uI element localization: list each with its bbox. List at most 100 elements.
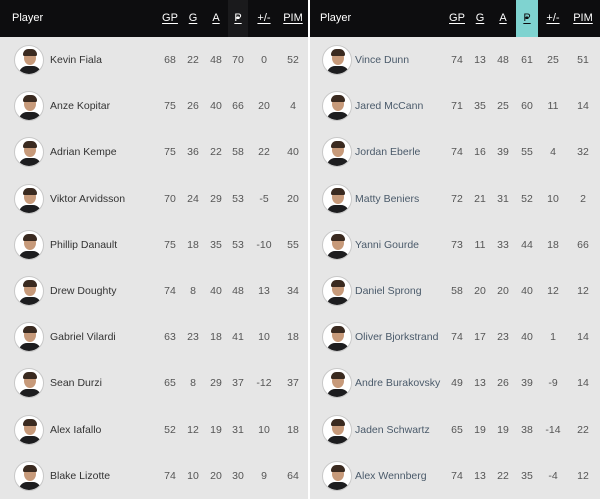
header-pim[interactable]: PIM — [573, 12, 593, 24]
stat-pim: 12 — [577, 469, 589, 482]
stat-gp: 70 — [164, 192, 176, 205]
stat-g: 11 — [474, 238, 486, 251]
header-player[interactable]: Player — [320, 12, 352, 24]
player-avatar — [322, 460, 352, 491]
stat-plus-minus: 13 — [258, 284, 270, 297]
stat-gp: 75 — [164, 146, 176, 159]
player-avatar — [14, 414, 44, 445]
stat-p: 58 — [232, 146, 244, 159]
header-plus-minus[interactable]: +/- — [257, 12, 271, 24]
table-row[interactable]: Adrian Kempe 75 36 22 58 22 40 — [0, 129, 308, 176]
stat-a: 31 — [497, 192, 509, 205]
player-avatar — [14, 45, 44, 75]
header-a[interactable]: A — [499, 12, 507, 24]
stat-a: 18 — [210, 331, 222, 344]
player-name[interactable]: Jaden Schwartz — [355, 423, 430, 436]
table-row[interactable]: Andre Burakovsky 49 13 26 39 -9 14 — [310, 360, 600, 407]
table-row[interactable]: Jaden Schwartz 65 19 19 38 -14 22 — [310, 406, 600, 453]
stat-a: 35 — [210, 238, 222, 251]
stat-g: 23 — [187, 331, 199, 344]
table-row[interactable]: Drew Doughty 74 8 40 48 13 34 — [0, 267, 308, 315]
table-row[interactable]: Vince Dunn 74 13 48 61 25 51 — [310, 37, 600, 84]
player-name[interactable]: Blake Lizotte — [50, 469, 111, 482]
table-row[interactable]: Alex Iafallo 52 12 19 31 10 18 — [0, 406, 308, 453]
table-body: Kevin Fiala 68 22 48 70 0 52 Anze Kopita… — [0, 37, 308, 499]
player-name[interactable]: Kevin Fiala — [50, 54, 102, 66]
stat-p: 44 — [521, 238, 533, 251]
table-row[interactable]: Phillip Danault 75 18 35 53 -10 55 — [0, 221, 308, 268]
table-row[interactable]: Daniel Sprong 58 20 20 40 12 12 — [310, 267, 600, 315]
player-avatar — [14, 91, 44, 122]
player-name[interactable]: Adrian Kempe — [50, 146, 117, 159]
table-row[interactable]: Alex Wennberg 74 13 22 35 -4 12 — [310, 452, 600, 499]
table-row[interactable]: Sean Durzi 65 8 29 37 -12 37 — [0, 360, 308, 407]
stat-a: 23 — [497, 331, 509, 344]
header-player[interactable]: Player — [12, 12, 44, 24]
header-g[interactable]: G — [188, 12, 198, 24]
stat-g: 13 — [474, 377, 486, 390]
player-name[interactable]: Viktor Arvidsson — [50, 192, 126, 205]
header-p[interactable]: ▲ P — [228, 0, 248, 37]
stat-plus-minus: -14 — [545, 423, 561, 436]
player-name[interactable]: Jared McCann — [355, 100, 424, 113]
player-name[interactable]: Vince Dunn — [355, 54, 410, 66]
stat-g: 35 — [474, 100, 486, 113]
player-avatar — [14, 137, 44, 168]
header-plus-minus[interactable]: +/- — [546, 12, 560, 24]
player-name[interactable]: Oliver Bjorkstrand — [355, 331, 439, 344]
stat-a: 48 — [210, 54, 222, 66]
stat-p: 37 — [232, 377, 244, 390]
stat-gp: 65 — [164, 377, 176, 390]
stat-g: 17 — [474, 331, 486, 344]
player-name[interactable]: Drew Doughty — [50, 284, 117, 297]
header-pim[interactable]: PIM — [283, 12, 303, 24]
sort-arrow-up-icon: ▲ — [524, 15, 530, 21]
stat-plus-minus: -9 — [548, 377, 558, 390]
player-name[interactable]: Phillip Danault — [50, 238, 118, 251]
table-row[interactable]: Yanni Gourde 73 11 33 44 18 66 — [310, 221, 600, 268]
stat-pim: 55 — [287, 238, 299, 251]
stat-p: 41 — [232, 331, 244, 344]
stat-p: 53 — [232, 238, 244, 251]
stat-a: 25 — [497, 100, 509, 113]
stat-gp: 71 — [451, 100, 463, 113]
stat-g: 13 — [474, 469, 486, 482]
player-name[interactable]: Anze Kopitar — [50, 100, 111, 113]
stat-gp: 58 — [451, 284, 463, 297]
player-avatar — [322, 229, 352, 260]
player-avatar — [14, 275, 44, 306]
player-name[interactable]: Yanni Gourde — [355, 238, 420, 251]
header-a[interactable]: A — [212, 12, 220, 24]
player-name[interactable]: Andre Burakovsky — [355, 377, 441, 390]
player-name[interactable]: Matty Beniers — [355, 192, 420, 205]
stat-a: 20 — [210, 469, 222, 482]
player-name[interactable]: Alex Iafallo — [50, 423, 102, 436]
player-name[interactable]: Gabriel Vilardi — [50, 331, 116, 344]
player-name[interactable]: Jordan Eberle — [355, 146, 421, 159]
header-p[interactable]: ▲ P — [516, 0, 538, 37]
stat-gp: 74 — [451, 331, 463, 344]
header-g[interactable]: G — [475, 12, 485, 24]
player-name[interactable]: Daniel Sprong — [355, 284, 422, 297]
stat-p: 53 — [232, 192, 244, 205]
table-row[interactable]: Blake Lizotte 74 10 20 30 9 64 — [0, 452, 308, 499]
stat-a: 39 — [497, 146, 509, 159]
player-name[interactable]: Sean Durzi — [50, 377, 102, 390]
table-row[interactable]: Oliver Bjorkstrand 74 17 23 40 1 14 — [310, 314, 600, 361]
table-row[interactable]: Gabriel Vilardi 63 23 18 41 10 18 — [0, 314, 308, 361]
header-gp[interactable]: GP — [162, 12, 178, 24]
header-gp[interactable]: GP — [449, 12, 465, 24]
stat-plus-minus: -5 — [259, 192, 269, 205]
sort-arrow-up-icon: ▲ — [235, 15, 241, 21]
player-name[interactable]: Alex Wennberg — [355, 469, 427, 482]
table-row[interactable]: Jordan Eberle 74 16 39 55 4 32 — [310, 129, 600, 176]
stat-gp: 49 — [451, 377, 463, 390]
table-row[interactable]: Jared McCann 71 35 25 60 11 14 — [310, 83, 600, 130]
table-header: Player GP G A ▲ P +/- PIM — [0, 0, 308, 37]
stat-gp: 73 — [451, 238, 463, 251]
table-row[interactable]: Anze Kopitar 75 26 40 66 20 4 — [0, 83, 308, 130]
table-row[interactable]: Matty Beniers 72 21 31 52 10 2 — [310, 175, 600, 222]
table-row[interactable]: Viktor Arvidsson 70 24 29 53 -5 20 — [0, 175, 308, 222]
table-row[interactable]: Kevin Fiala 68 22 48 70 0 52 — [0, 37, 308, 84]
stat-a: 26 — [497, 377, 509, 390]
